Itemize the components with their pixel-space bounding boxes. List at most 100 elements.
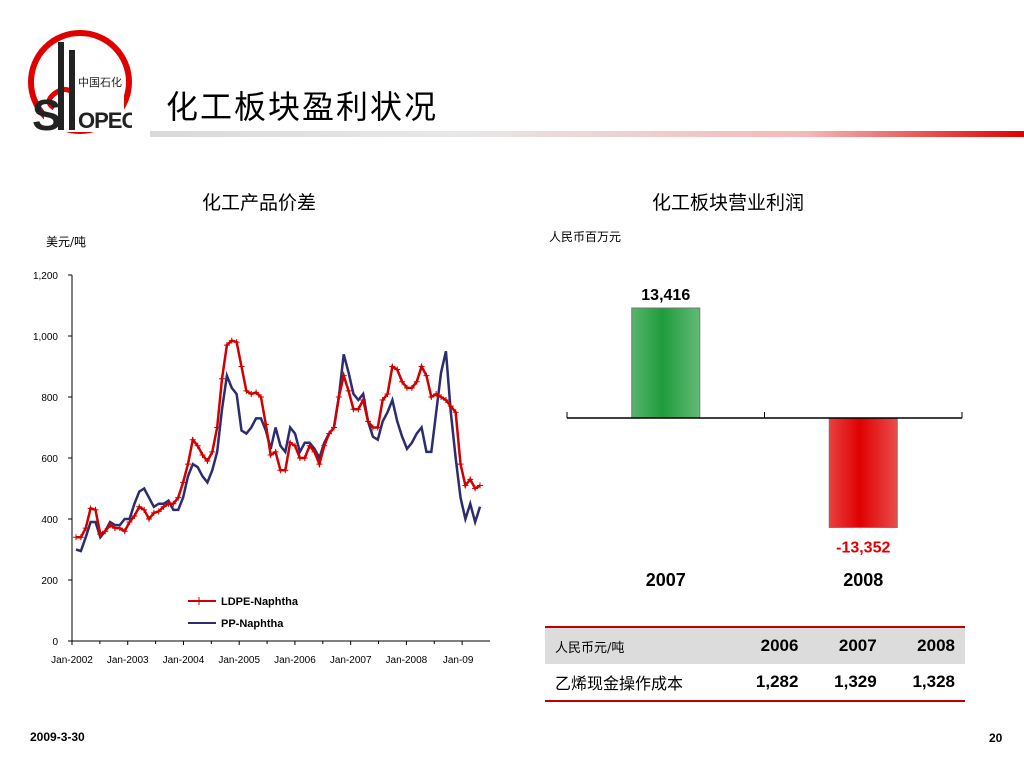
ldpe-point [292, 442, 299, 449]
table-header-row: 人民币元/吨 2006 2007 2008 [545, 627, 965, 664]
table-unit-label: 人民币元/吨 [555, 640, 625, 656]
right-chart-unit: 人民币百万元 [549, 230, 622, 244]
ldpe-point [243, 387, 250, 394]
ldpe-point [102, 528, 109, 535]
ldpe-point [204, 458, 211, 465]
series-line-ldpe-naphtha [76, 339, 481, 539]
ldpe-point [457, 461, 464, 468]
ldpe-point [184, 461, 191, 468]
ldpe-point [155, 508, 162, 515]
ldpe-point [219, 375, 226, 382]
page-number: 20 [989, 731, 1003, 745]
ldpe-point [97, 531, 104, 538]
ldpe-point [413, 378, 420, 385]
bar-value-label: -13,352 [836, 539, 890, 556]
ldpe-point [355, 406, 362, 413]
bar-2008 [828, 417, 898, 528]
ldpe-point [257, 394, 264, 400]
x-tick-label: Jan-2004 [163, 655, 205, 666]
ldpe-point [438, 394, 445, 400]
ldpe-point [194, 442, 201, 449]
ldpe-point [262, 421, 269, 428]
ldpe-point [146, 516, 153, 522]
ldpe-point [442, 397, 449, 404]
ldpe-point [126, 519, 133, 526]
ldpe-point [214, 424, 221, 431]
ldpe-point [418, 363, 425, 370]
ldpe-point [452, 409, 459, 416]
ldpe-point [287, 439, 294, 446]
ldpe-point [472, 485, 479, 492]
ldpe-point [228, 337, 235, 344]
ldpe-point [360, 397, 367, 404]
ldpe-point [238, 363, 245, 370]
ldpe-point [131, 512, 138, 519]
x-tick-label: Jan-2008 [386, 655, 428, 666]
ldpe-point [408, 384, 415, 391]
spread-line-chart: 0 200 400 600 800 1,000 1,200 Jan-2002 Jan-2003 J… [33, 271, 490, 666]
ldpe-point [447, 403, 454, 410]
row-label: 乙烯现金操作成本 [545, 664, 731, 702]
ldpe-point [477, 482, 483, 489]
ldpe-point [199, 451, 206, 458]
left-chart-title: 化工产品价差 [202, 192, 317, 214]
y-tick-label: 0 [52, 637, 58, 648]
profit-bar-chart: 13,416 2007 -13,352 2008 [566, 287, 963, 590]
ldpe-point [87, 505, 94, 512]
footer-date: 2009-3-30 [30, 730, 85, 744]
ldpe-point [116, 525, 123, 532]
ldpe-point [267, 451, 274, 458]
ldpe-point [272, 448, 279, 455]
ldpe-point [248, 390, 255, 397]
ldpe-point [150, 509, 157, 516]
ldpe-point [180, 479, 187, 486]
ldpe-point [394, 366, 401, 373]
ldpe-point [141, 506, 148, 513]
table-year-2008: 2008 [917, 636, 955, 655]
ldpe-point [340, 372, 347, 379]
ldpe-point [423, 372, 430, 379]
right-chart-title: 化工板块营业利润 [652, 192, 805, 214]
ldpe-point [136, 503, 143, 510]
ldpe-point [170, 500, 177, 507]
y-tick-label: 200 [41, 576, 58, 587]
table-year-2006: 2006 [760, 636, 799, 655]
ldpe-point [389, 363, 396, 370]
ldpe-point [311, 448, 318, 455]
x-tick-label: Jan-2002 [51, 655, 93, 666]
y-tick-label: 400 [41, 515, 58, 526]
ldpe-point [92, 506, 99, 513]
ldpe-point [326, 430, 333, 437]
category-label: 2007 [646, 570, 686, 590]
x-tick-label: Jan-2006 [274, 655, 316, 666]
ldpe-point [384, 390, 391, 397]
ldpe-point [374, 424, 381, 431]
ldpe-point [306, 442, 313, 449]
ldpe-point [253, 389, 260, 396]
table-year-2007: 2007 [838, 636, 877, 655]
svg-text:S: S [32, 91, 61, 134]
ldpe-point [189, 436, 196, 443]
y-tick-label: 600 [41, 454, 58, 465]
x-tick-label: Jan-2003 [107, 655, 149, 666]
left-chart-unit: 美元/吨 [46, 235, 87, 249]
cell-2006: 1,282 [730, 664, 809, 702]
category-label: 2008 [843, 570, 883, 590]
ldpe-point [316, 461, 323, 468]
ldpe-point [301, 455, 308, 461]
title-underline [150, 131, 1024, 137]
ldpe-point [82, 525, 89, 532]
ldpe-point [467, 476, 474, 483]
sinopec-logo: S 中国石化 OPEC [28, 30, 132, 134]
ethylene-cost-table: 人民币元/吨 2006 2007 2008 乙烯现金操作成本 1,282 1,3… [545, 626, 965, 702]
cell-2007: 1,329 [808, 664, 887, 702]
x-tick-label: Jan-2007 [330, 655, 372, 666]
y-tick-label: 800 [41, 393, 58, 404]
ldpe-point [345, 387, 352, 394]
ldpe-point [233, 339, 240, 346]
legend-marker [195, 597, 203, 605]
y-tick-label: 1,200 [33, 271, 58, 282]
ldpe-point [107, 522, 114, 529]
legend-label: LDPE-Naphtha [221, 596, 299, 608]
ldpe-point [223, 342, 230, 349]
